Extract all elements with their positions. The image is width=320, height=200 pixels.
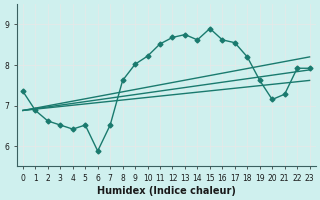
X-axis label: Humidex (Indice chaleur): Humidex (Indice chaleur) [97, 186, 236, 196]
